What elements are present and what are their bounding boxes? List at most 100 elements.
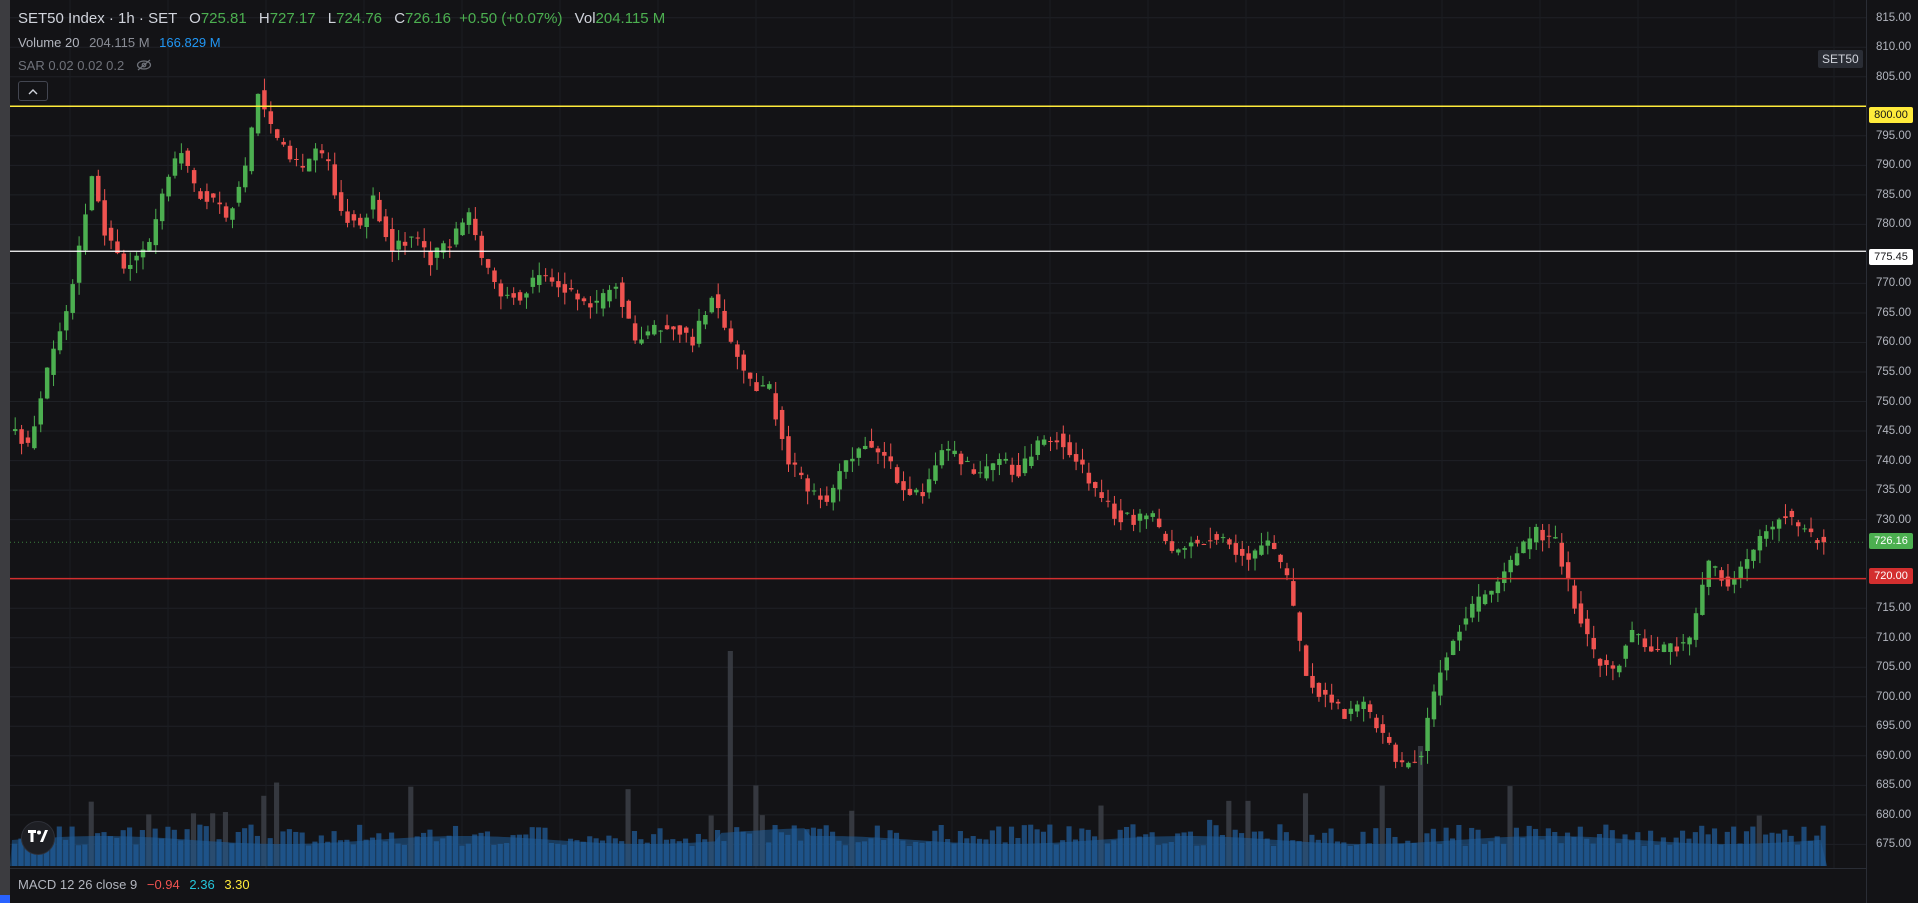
candle-body xyxy=(1514,553,1520,566)
candle xyxy=(1016,452,1021,478)
candle-body xyxy=(1764,531,1769,539)
volume-bar xyxy=(1756,815,1762,866)
price-tick-label: 785.00 xyxy=(1876,188,1912,201)
volume-indicator-legend[interactable]: Volume 20 204.115 M 166.829 M xyxy=(18,35,221,50)
main-chart-pane[interactable] xyxy=(10,0,1866,868)
candle xyxy=(1227,537,1232,550)
candle xyxy=(1495,577,1501,603)
candle xyxy=(243,157,248,193)
price-tick-label: 705.00 xyxy=(1876,661,1912,674)
sar-indicator-label[interactable]: SAR 0.02 0.02 0.2 xyxy=(18,58,125,73)
candle-body xyxy=(83,214,88,251)
candle-body xyxy=(1188,542,1194,547)
candle xyxy=(1182,546,1187,559)
candle xyxy=(1770,521,1775,540)
candle xyxy=(786,425,791,472)
candle-body xyxy=(1105,500,1111,502)
tradingview-logo[interactable] xyxy=(21,821,55,855)
candle-body xyxy=(664,325,670,330)
candle-body xyxy=(1521,541,1526,554)
tradingview-logo-icon xyxy=(28,829,48,847)
candle xyxy=(1067,434,1072,458)
candle-body xyxy=(370,195,376,210)
candle xyxy=(607,285,612,308)
candle xyxy=(1585,610,1590,647)
candle-body xyxy=(1323,689,1328,695)
candle xyxy=(1150,510,1156,522)
price-tick-label: 715.00 xyxy=(1876,602,1912,615)
candle-body xyxy=(1418,755,1424,758)
candle-body xyxy=(243,165,248,188)
candle-body xyxy=(990,463,996,471)
candle xyxy=(792,452,798,477)
candle-body xyxy=(658,330,663,332)
candle xyxy=(287,140,293,163)
candle-body xyxy=(1240,548,1245,556)
candle xyxy=(1291,568,1296,607)
candle xyxy=(811,483,817,496)
candle xyxy=(281,137,286,147)
symbol-legend[interactable]: SET50 Index · 1h · SET O725.81 H727.17 L… xyxy=(18,10,665,27)
candle xyxy=(198,188,203,200)
candle xyxy=(728,320,734,344)
candle-body xyxy=(421,241,427,248)
collapse-legend-button[interactable] xyxy=(18,81,48,101)
candle-body xyxy=(505,294,510,296)
candle xyxy=(946,440,951,461)
price-tick-label: 795.00 xyxy=(1876,129,1912,142)
open-value: 725.81 xyxy=(200,10,247,27)
resistance-price-label: 800.00 xyxy=(1869,107,1913,123)
candle-body xyxy=(57,331,63,351)
candle xyxy=(370,187,376,219)
candle xyxy=(830,484,836,511)
candle-body xyxy=(1150,513,1156,517)
candle-body xyxy=(939,450,945,466)
pane-resize-handle[interactable] xyxy=(0,895,10,903)
symbol-title[interactable]: SET50 Index · 1h · SET xyxy=(18,10,177,27)
candle xyxy=(543,268,548,282)
candle-body xyxy=(1757,536,1763,551)
sar-indicator-legend[interactable]: SAR 0.02 0.02 0.2 xyxy=(18,58,152,74)
candle-body xyxy=(1738,566,1743,579)
candle-body xyxy=(294,158,299,160)
candle-body xyxy=(786,436,791,465)
volume-bar xyxy=(222,812,229,866)
candle xyxy=(907,476,913,496)
candle xyxy=(409,236,414,248)
candle xyxy=(390,217,395,262)
candle-body xyxy=(447,246,453,248)
candle xyxy=(44,367,50,400)
candle xyxy=(319,144,325,159)
candle xyxy=(722,299,727,331)
candle xyxy=(549,268,555,287)
candle xyxy=(537,262,542,293)
macd-pane[interactable] xyxy=(10,868,1866,903)
candle xyxy=(760,375,766,387)
candle xyxy=(1054,432,1060,450)
volume-indicator-label[interactable]: Volume 20 xyxy=(18,35,80,50)
volume-ma-value: 166.829 M xyxy=(159,35,221,50)
candle xyxy=(1533,523,1539,550)
candle-body xyxy=(306,158,312,172)
volume-ma-area xyxy=(10,828,1827,866)
candle-body xyxy=(409,236,414,238)
candle-body xyxy=(830,487,836,503)
candle xyxy=(1725,563,1731,591)
price-chart[interactable] xyxy=(10,0,1866,868)
macd-label[interactable]: MACD 12 26 close 9 xyxy=(18,877,138,892)
candle-body xyxy=(1546,535,1552,537)
macd-legend[interactable]: MACD 12 26 close 9 −0.94 2.36 3.30 xyxy=(18,877,250,892)
candle xyxy=(984,453,989,481)
candle-body xyxy=(1054,440,1060,443)
candle xyxy=(1546,524,1552,549)
candle xyxy=(421,228,427,258)
eye-off-icon[interactable] xyxy=(136,59,152,74)
candle xyxy=(51,340,56,387)
candle xyxy=(1374,714,1379,733)
candle-body xyxy=(1725,576,1731,587)
candle-body xyxy=(1361,701,1366,710)
candle xyxy=(1035,436,1040,460)
volume-bar xyxy=(1302,793,1309,866)
candle-body xyxy=(722,310,727,328)
candle xyxy=(1061,425,1066,460)
